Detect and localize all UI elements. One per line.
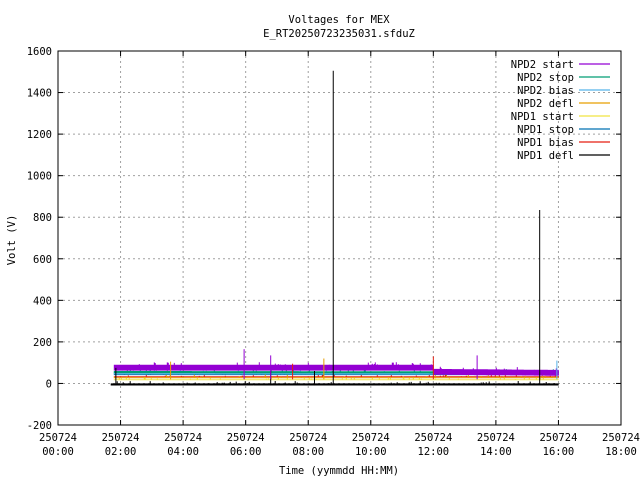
x-tick-date-label: 250724 bbox=[539, 432, 577, 444]
spike-layer bbox=[115, 70, 558, 386]
x-tick-date-label: 250724 bbox=[477, 432, 515, 444]
y-axis-ticks: -200 0 200 400 600 800 1000 1200 1400 1600 bbox=[27, 46, 621, 432]
legend-label: NPD2 bias bbox=[517, 85, 574, 97]
series-band bbox=[113, 376, 559, 381]
legend-label: NPD1 start bbox=[511, 111, 574, 123]
series-layer bbox=[110, 362, 559, 386]
legend-label: NPD1 bias bbox=[517, 137, 574, 149]
x-tick-time-label: 12:00 bbox=[418, 446, 450, 458]
y-tick-label: 1400 bbox=[27, 88, 52, 100]
x-tick-time-label: 14:00 bbox=[480, 446, 512, 458]
x-tick-time-label: 06:00 bbox=[230, 446, 262, 458]
series-npd1-defl bbox=[110, 381, 559, 386]
x-tick-date-label: 250724 bbox=[39, 432, 77, 444]
x-tick-time-label: 08:00 bbox=[292, 446, 324, 458]
x-tick-time-label: 04:00 bbox=[167, 446, 199, 458]
series-npd1-start bbox=[113, 376, 559, 381]
y-tick-label: 1000 bbox=[27, 171, 52, 183]
chart-title: Voltages for MEX bbox=[288, 14, 390, 26]
legend-label: NPD2 start bbox=[511, 59, 574, 71]
y-tick-label: 1600 bbox=[27, 46, 52, 58]
legend-label: NPD2 stop bbox=[517, 72, 574, 84]
y-tick-label: -200 bbox=[27, 420, 52, 432]
series-band bbox=[113, 374, 559, 379]
x-axis-label: Time (yymmdd HH:MM) bbox=[279, 465, 399, 477]
x-tick-date-label: 250724 bbox=[602, 432, 640, 444]
x-tick-date-label: 250724 bbox=[289, 432, 327, 444]
x-tick-time-label: 10:00 bbox=[355, 446, 387, 458]
series-band bbox=[113, 362, 559, 376]
y-tick-label: 200 bbox=[33, 337, 52, 349]
legend-label: NPD1 defl bbox=[517, 150, 574, 162]
legend-label: NPD1 stop bbox=[517, 124, 574, 136]
legend-label: NPD2 defl bbox=[517, 98, 574, 110]
series-band bbox=[113, 374, 559, 378]
y-axis-label: Volt (V) bbox=[6, 215, 18, 266]
x-tick-date-label: 250724 bbox=[102, 432, 140, 444]
y-tick-label: 400 bbox=[33, 295, 52, 307]
x-tick-time-label: 16:00 bbox=[543, 446, 575, 458]
x-tick-date-label: 250724 bbox=[352, 432, 390, 444]
chart-subtitle: E_RT20250723235031.sfduZ bbox=[263, 28, 415, 40]
x-tick-time-label: 02:00 bbox=[105, 446, 137, 458]
plot-frame bbox=[57, 50, 622, 426]
x-tick-date-label: 250724 bbox=[164, 432, 202, 444]
y-tick-label: 800 bbox=[33, 212, 52, 224]
series-band bbox=[110, 381, 559, 386]
y-tick-label: 600 bbox=[33, 254, 52, 266]
series-npd2-start bbox=[113, 362, 559, 376]
series-npd1-bias bbox=[113, 374, 559, 378]
x-axis-ticks: 250724 00:00 250724 02:00 250724 04:00 250724 0… bbox=[39, 51, 640, 458]
series-npd2-defl bbox=[113, 374, 559, 379]
y-tick-label: 0 bbox=[46, 378, 52, 390]
x-tick-date-label: 250724 bbox=[227, 432, 265, 444]
y-tick-label: 1200 bbox=[27, 129, 52, 141]
x-tick-time-label: 18:00 bbox=[605, 446, 637, 458]
x-tick-date-label: 250724 bbox=[414, 432, 452, 444]
x-tick-time-label: 00:00 bbox=[42, 446, 74, 458]
